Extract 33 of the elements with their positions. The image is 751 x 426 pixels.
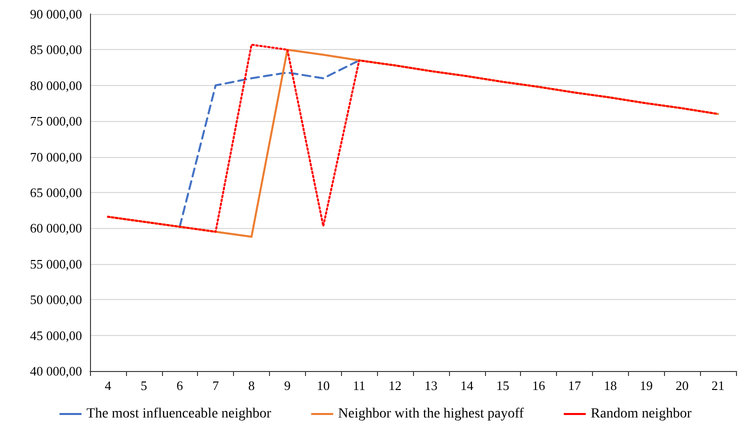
y-tick-label: 40 000,00 (30, 364, 82, 378)
y-tick-label: 60 000,00 (30, 220, 82, 236)
x-tick-label: 11 (352, 378, 366, 393)
legend-label: The most influenceable neighbor (86, 406, 272, 422)
y-tick-label: 45 000,00 (30, 328, 82, 343)
x-tick-label: 13 (424, 378, 438, 393)
x-tick-label: 17 (568, 378, 582, 393)
line-series (178, 59, 360, 228)
x-tick-label: 4 (104, 378, 112, 393)
x-tick-label: 6 (176, 378, 184, 393)
y-tick-label: 90 000,00 (30, 6, 82, 22)
y-tick-label: 55 000,00 (30, 256, 82, 272)
y-tick-label: 65 000,00 (30, 185, 82, 200)
y-tick-label: 85 000,00 (30, 42, 82, 58)
x-tick-label: 8 (248, 378, 255, 393)
x-tick-label: 21 (712, 378, 725, 393)
x-tick-label: 9 (284, 378, 291, 393)
x-tick-label: 10 (316, 378, 330, 393)
x-tick-label: 7 (212, 378, 220, 393)
x-tick-label: 12 (388, 378, 402, 393)
x-tick-label: 5 (140, 378, 148, 393)
y-tick-label: 70 000,00 (30, 149, 82, 164)
x-tick-label: 18 (604, 378, 617, 393)
x-tick-label: 19 (640, 378, 653, 393)
x-tick-label: 15 (496, 378, 510, 393)
y-tick-label: 75 000,00 (30, 114, 82, 129)
legend-label: Random neighbor (590, 406, 692, 422)
y-tick-label: 80 000,00 (30, 78, 82, 93)
legend-label: Neighbor with the highest payoff (338, 406, 524, 422)
x-tick-label: 16 (532, 378, 546, 393)
x-tick-label: 14 (460, 378, 474, 393)
y-tick-label: 50 000,00 (30, 292, 82, 308)
x-tick-label: 20 (676, 378, 689, 393)
